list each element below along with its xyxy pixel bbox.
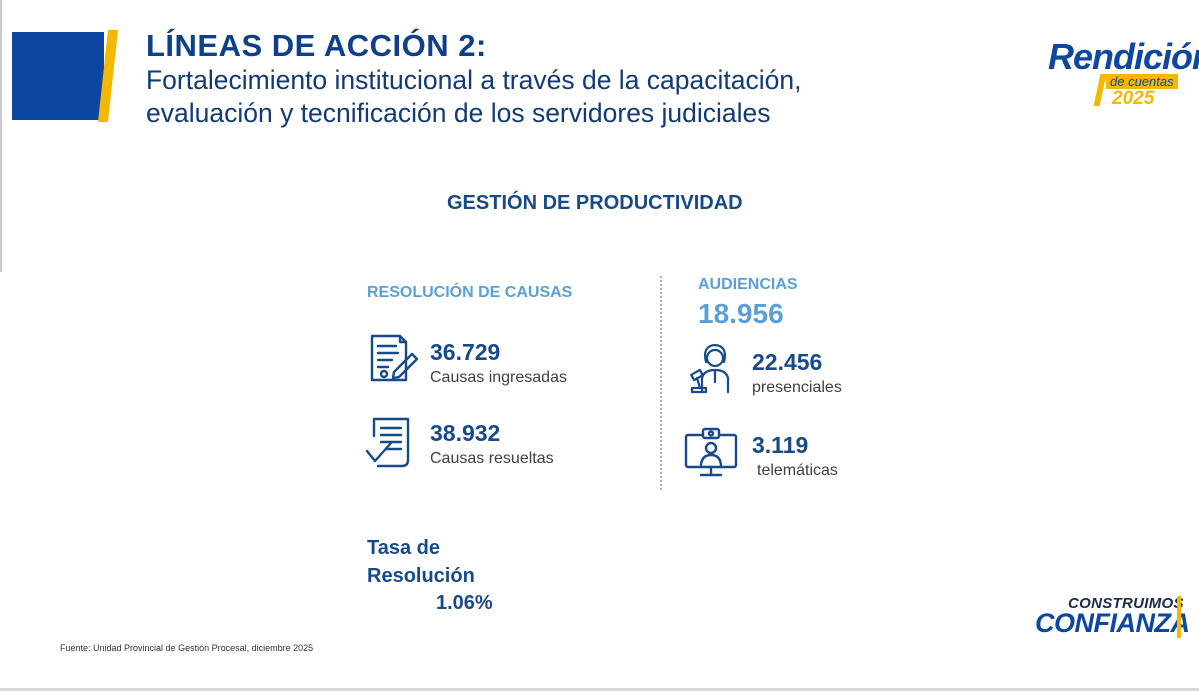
header-yellow-stripe bbox=[98, 30, 118, 122]
telematicas-value: 3.119 bbox=[752, 432, 809, 458]
document-check-icon bbox=[365, 417, 410, 468]
presenciales-label: presenciales bbox=[752, 379, 842, 396]
subtitle-line-2: evaluación y tecnificación de los servid… bbox=[146, 98, 771, 128]
page-title: LÍNEAS DE ACCIÓN 2: bbox=[146, 28, 487, 63]
brand-line-2: CONFIANZA bbox=[1035, 608, 1190, 638]
audiencias-heading: AUDIENCIAS bbox=[698, 276, 798, 293]
tasa-value: 1.06% bbox=[436, 592, 493, 614]
brand-line-1: CONSTRUIMOS bbox=[1068, 595, 1184, 612]
column-divider bbox=[660, 276, 662, 490]
header-blue-block bbox=[12, 32, 104, 120]
video-call-icon bbox=[684, 427, 738, 477]
bottom-border bbox=[0, 688, 1199, 691]
logo-sub-text: de cuentas bbox=[1106, 74, 1178, 89]
section-title: GESTIÓN DE PRODUCTIVIDAD bbox=[447, 192, 743, 214]
audiencias-total: 18.956 bbox=[698, 298, 784, 329]
page-subtitle: Fortalecimiento institucional a través d… bbox=[146, 64, 946, 130]
causas-resueltas-value: 38.932 bbox=[430, 420, 501, 446]
subtitle-line-1: Fortalecimiento institucional a través d… bbox=[146, 65, 802, 95]
document-edit-icon bbox=[370, 334, 419, 382]
judge-icon bbox=[690, 343, 730, 394]
tasa-label-line-2: Resolución bbox=[367, 565, 475, 587]
causas-resueltas-label: Causas resueltas bbox=[430, 450, 554, 467]
tasa-label: Tasa de Resolución bbox=[367, 534, 475, 590]
causas-ingresadas-value: 36.729 bbox=[430, 339, 501, 365]
telematicas-label: telemáticas bbox=[757, 462, 838, 479]
source-note: Fuente: Unidad Provincial de Gestión Pro… bbox=[60, 643, 314, 653]
logo-main-text: Rendición bbox=[1048, 36, 1199, 77]
presenciales-value: 22.456 bbox=[752, 349, 823, 375]
brand-accent-bar bbox=[1177, 596, 1181, 638]
causas-ingresadas-label: Causas ingresadas bbox=[430, 369, 567, 386]
logo-accent-bar bbox=[1093, 74, 1107, 106]
tasa-label-line-1: Tasa de bbox=[367, 537, 440, 559]
resolucion-heading: RESOLUCIÓN DE CAUSAS bbox=[367, 284, 573, 301]
left-border bbox=[0, 0, 2, 272]
logo-year: 2025 bbox=[1112, 88, 1155, 109]
